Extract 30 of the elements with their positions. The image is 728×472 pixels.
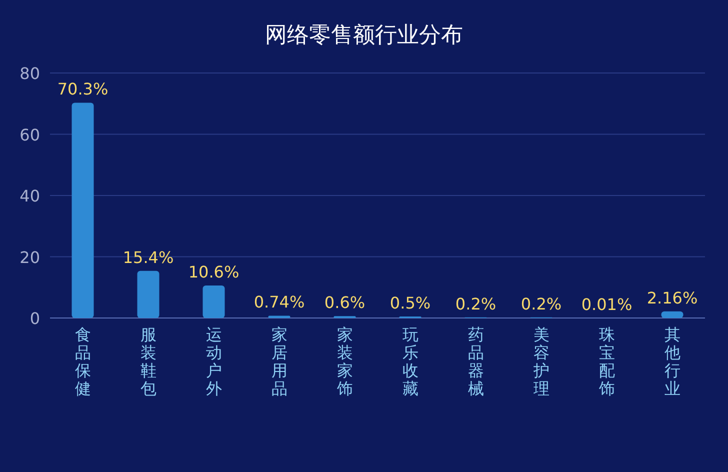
data-label: 10.6%	[188, 262, 240, 282]
data-label: 0.01%	[581, 294, 632, 314]
data-label: 0.6%	[324, 293, 366, 312]
bar	[137, 270, 160, 318]
data-label: 0.2%	[520, 294, 562, 314]
x-tick-label: 家装家饰	[336, 325, 353, 398]
y-tick-label: 80	[20, 64, 40, 83]
x-tick-label: 珠宝配饰	[598, 325, 615, 398]
data-label: 15.4%	[122, 248, 174, 267]
data-label: 0.2%	[455, 294, 496, 314]
y-tick-label: 40	[20, 186, 40, 206]
chart-title: 网络零售额行业分布	[265, 23, 463, 48]
data-label: 2.16%	[646, 288, 698, 308]
data-label: 0.5%	[390, 293, 431, 312]
bar	[202, 286, 225, 318]
data-label: 0.74%	[254, 292, 305, 312]
x-tick-label: 药品器械	[468, 325, 484, 398]
x-tick-label: 运动户外	[206, 325, 222, 398]
x-tick-label: 其他行业	[664, 325, 680, 398]
bar	[661, 311, 684, 318]
y-tick-label: 60	[20, 125, 40, 144]
x-tick-label: 家居用品	[271, 325, 288, 398]
x-tick-label: 服装鞋包	[140, 325, 156, 398]
bar	[72, 102, 94, 318]
x-tick-label: 美容护理	[532, 325, 550, 398]
y-tick-label: 20	[20, 248, 40, 267]
data-label: 70.3%	[57, 80, 108, 99]
y-tick-label: 0	[30, 309, 40, 328]
x-tick-label: 食品保健	[74, 325, 91, 398]
x-tick-label: 玩乐收藏	[402, 325, 418, 398]
